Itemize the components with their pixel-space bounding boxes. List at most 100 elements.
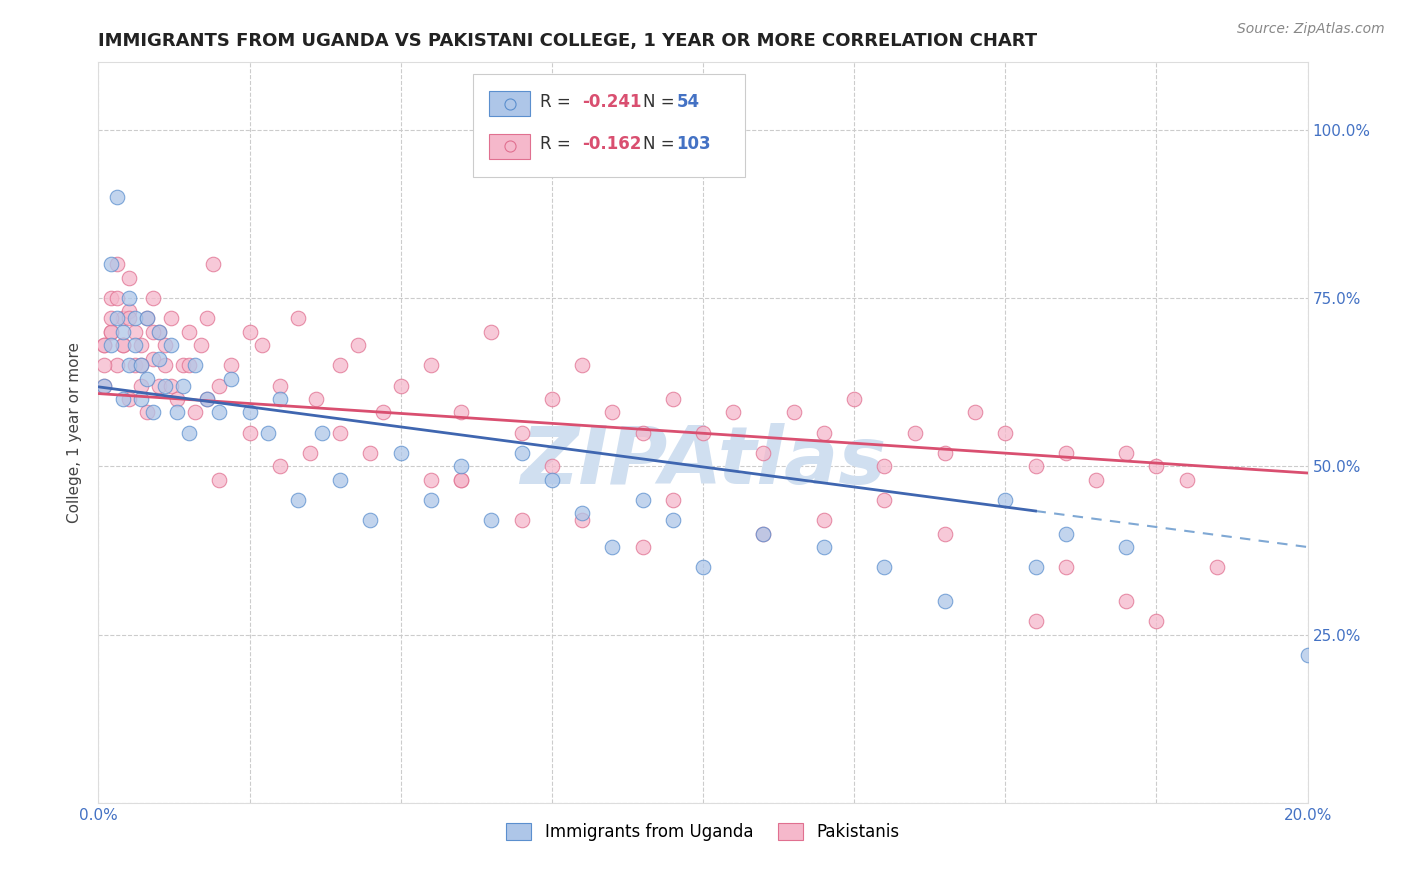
Text: 54: 54: [676, 93, 700, 111]
Point: [160, 338, 183, 352]
Point: [510, 425, 533, 440]
Y-axis label: College, 1 year or more: College, 1 year or more: [67, 343, 83, 523]
Text: R =: R =: [540, 93, 576, 111]
Point: [195, 392, 218, 406]
Text: N =: N =: [643, 135, 679, 153]
Point: [179, 325, 201, 339]
Point: [135, 372, 157, 386]
Point: [239, 405, 262, 419]
Point: [129, 359, 152, 373]
Point: [208, 378, 231, 392]
Point: [904, 425, 927, 440]
Point: [311, 425, 333, 440]
Point: [142, 325, 165, 339]
Point: [100, 291, 122, 305]
Point: [124, 325, 146, 339]
Point: [540, 473, 562, 487]
Point: [111, 325, 134, 339]
Point: [100, 338, 122, 352]
Point: [1024, 459, 1046, 474]
Point: [160, 378, 183, 392]
Point: [692, 425, 714, 440]
Point: [994, 492, 1017, 507]
Point: [661, 492, 683, 507]
Point: [118, 392, 141, 406]
Point: [129, 359, 152, 373]
Point: [602, 540, 624, 554]
Point: [1206, 560, 1229, 574]
Point: [142, 351, 165, 366]
Point: [135, 405, 157, 419]
Point: [118, 311, 141, 326]
Point: [934, 526, 956, 541]
Point: [190, 338, 212, 352]
Point: [631, 540, 654, 554]
Point: [661, 513, 683, 527]
Point: [239, 425, 262, 440]
Point: [631, 425, 654, 440]
Point: [111, 311, 134, 326]
Point: [450, 473, 472, 487]
FancyBboxPatch shape: [489, 91, 530, 117]
Point: [965, 405, 987, 419]
Point: [510, 446, 533, 460]
Point: [142, 405, 165, 419]
Point: [510, 513, 533, 527]
Point: [329, 425, 352, 440]
Point: [420, 492, 443, 507]
Point: [873, 560, 896, 574]
Point: [752, 526, 775, 541]
Text: Source: ZipAtlas.com: Source: ZipAtlas.com: [1237, 22, 1385, 37]
Point: [752, 526, 775, 541]
Point: [934, 446, 956, 460]
Point: [202, 257, 225, 271]
Point: [153, 378, 176, 392]
Point: [153, 338, 176, 352]
Text: -0.241: -0.241: [582, 93, 641, 111]
Point: [160, 311, 183, 326]
Point: [1115, 446, 1137, 460]
Point: [100, 325, 122, 339]
Point: [571, 507, 593, 521]
Point: [148, 325, 170, 339]
Point: [450, 473, 472, 487]
Point: [208, 405, 231, 419]
Point: [153, 359, 176, 373]
Point: [148, 325, 170, 339]
Point: [305, 392, 328, 406]
Point: [184, 359, 207, 373]
Point: [221, 359, 243, 373]
Point: [100, 257, 122, 271]
FancyBboxPatch shape: [489, 134, 530, 159]
Point: [129, 392, 152, 406]
Point: [1296, 648, 1319, 662]
Point: [105, 291, 128, 305]
Point: [1054, 526, 1077, 541]
Point: [250, 338, 273, 352]
Point: [1024, 614, 1046, 628]
Point: [269, 459, 291, 474]
Point: [873, 492, 896, 507]
Point: [287, 311, 309, 326]
Point: [360, 513, 382, 527]
Point: [172, 378, 194, 392]
Point: [994, 425, 1017, 440]
Point: [389, 378, 412, 392]
Point: [1085, 473, 1108, 487]
Text: R =: R =: [540, 135, 576, 153]
Point: [124, 359, 146, 373]
Point: [269, 378, 291, 392]
Point: [221, 372, 243, 386]
Point: [129, 338, 152, 352]
Point: [1054, 560, 1077, 574]
Text: N =: N =: [643, 93, 679, 111]
Point: [111, 392, 134, 406]
Point: [1115, 540, 1137, 554]
Point: [420, 473, 443, 487]
Text: IMMIGRANTS FROM UGANDA VS PAKISTANI COLLEGE, 1 YEAR OR MORE CORRELATION CHART: IMMIGRANTS FROM UGANDA VS PAKISTANI COLL…: [98, 32, 1038, 50]
Point: [1115, 594, 1137, 608]
Point: [100, 325, 122, 339]
Point: [389, 446, 412, 460]
Point: [184, 405, 207, 419]
Point: [1175, 473, 1198, 487]
